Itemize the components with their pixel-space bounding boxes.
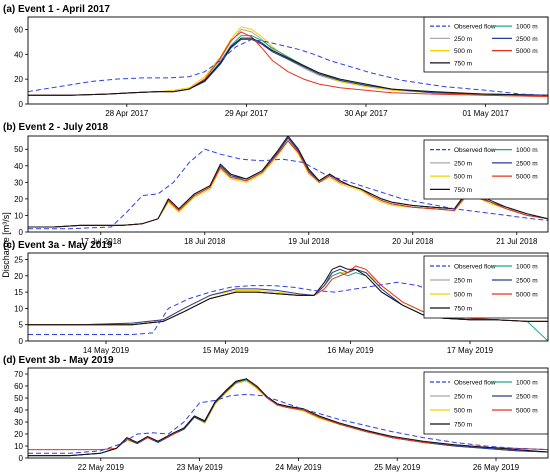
x-tick-label: 19 Jul 2018 (288, 237, 330, 246)
legend: Observed flow 250 m 500 m 750 m 1000 m 2500 m… (423, 371, 549, 435)
y-tick-label: 10 (14, 442, 23, 451)
series-line-750m (28, 378, 548, 457)
legend-label: 500 m (454, 48, 472, 55)
panel-title: (a) Event 1 - April 2017 (3, 4, 110, 15)
y-tick-label: 0 (19, 454, 24, 463)
plot-frame (27, 252, 549, 342)
y-tick-label: 0 (19, 228, 24, 237)
legend-label: 500 m (454, 174, 472, 181)
legend-label: 750 m (454, 422, 472, 429)
x-tick-label: 24 May 2019 (275, 463, 322, 472)
legend-label: 750 m (454, 187, 472, 194)
plot-frame (27, 16, 549, 105)
series-group (28, 378, 548, 457)
y-tick-label: 50 (14, 394, 23, 403)
y-tick-label: 70 (14, 370, 23, 379)
panel-title: (b) Event 2 - July 2018 (3, 122, 108, 133)
x-tick-label: 23 May 2019 (176, 463, 223, 472)
x-tick-label: 20 Jul 2018 (392, 237, 434, 246)
series-line-observed (28, 393, 548, 454)
legend-label: Observed flow (454, 147, 496, 154)
legend-label: 2500 m (516, 394, 538, 401)
y-tick-label: 60 (14, 382, 23, 391)
series-group (28, 26, 548, 97)
y-tick-label: 30 (14, 178, 23, 187)
y-tick-label: 40 (14, 406, 23, 415)
legend-label: 500 m (454, 408, 472, 415)
legend-label: 5000 m (516, 408, 538, 415)
panel-title: (c) Event 3a - May 2019 (3, 240, 113, 251)
panel-2: (b) Event 2 - July 2018 0 10 20 30 40 50 17 Jul… (3, 122, 549, 246)
y-tick-label: 20 (14, 430, 23, 439)
legend-label: 1000 m (516, 147, 538, 154)
x-tick-label: 01 May 2017 (462, 109, 509, 118)
x-tick-label: 18 Jul 2018 (184, 237, 226, 246)
y-tick-label: 0 (19, 100, 24, 109)
x-tick-label: 25 May 2019 (374, 463, 421, 472)
x-tick-label: 22 May 2019 (78, 463, 125, 472)
legend-label: 250 m (454, 278, 472, 285)
y-tick-label: 15 (14, 288, 23, 297)
x-tick-label: 17 May 2019 (447, 346, 494, 355)
legend-label: Observed flow (454, 264, 496, 271)
legend-label: 2500 m (516, 36, 538, 43)
x-tick-label: 30 Apr 2017 (344, 109, 388, 118)
legend-label: 1000 m (516, 264, 538, 271)
x-tick-label: 15 May 2019 (202, 346, 249, 355)
legend-label: 250 m (454, 394, 472, 401)
legend-label: Observed flow (454, 380, 496, 387)
plot-frame (27, 367, 549, 459)
y-tick-label: 20 (14, 195, 23, 204)
legend-label: 750 m (454, 306, 472, 313)
series-line-5000m (28, 140, 548, 228)
x-tick-label: 28 Apr 2017 (105, 109, 149, 118)
x-tick-label: 21 Jul 2018 (496, 237, 538, 246)
legend: Observed flow 250 m 500 m 750 m 1000 m 2500 m… (423, 139, 549, 200)
y-tick-label: 10 (14, 304, 23, 313)
legend-label: 750 m (454, 60, 472, 67)
panel-1: (a) Event 1 - April 2017 0 20 40 60 28 Apr 20… (3, 4, 549, 118)
series-line-750m (28, 136, 548, 228)
y-tick-label: 25 (14, 256, 23, 265)
legend-label: 5000 m (516, 174, 538, 181)
y-tick-label: 10 (14, 211, 23, 220)
series-group (28, 136, 548, 230)
legend-label: 1000 m (516, 24, 538, 31)
panel-4: (d) Event 3b - May 2019 0 10 20 30 40 50 60 70 22… (3, 355, 549, 472)
legend-label: 2500 m (516, 160, 538, 167)
x-tick-label: 16 May 2019 (327, 346, 374, 355)
series-line-observed (28, 38, 548, 96)
y-tick-label: 20 (14, 75, 23, 84)
legend-label: 1000 m (516, 380, 538, 387)
y-axis-label: Discharge [m³/s] (1, 212, 11, 278)
legend: Observed flow 250 m 500 m 750 m 1000 m 2500 m… (423, 16, 549, 73)
series-line-750m (28, 37, 548, 96)
y-tick-label: 60 (14, 25, 23, 34)
plot-frame (27, 135, 549, 233)
legend-label: 250 m (454, 36, 472, 43)
legend-label: 2500 m (516, 278, 538, 285)
y-tick-label: 0 (19, 337, 24, 346)
y-tick-label: 20 (14, 272, 23, 281)
y-tick-label: 50 (14, 145, 23, 154)
legend-label: 500 m (454, 292, 472, 299)
legend-label: 5000 m (516, 292, 538, 299)
y-tick-label: 5 (19, 321, 24, 330)
x-tick-label: 14 May 2019 (83, 346, 130, 355)
legend-label: Observed flow (454, 24, 496, 31)
y-tick-label: 30 (14, 418, 23, 427)
series-line-observed (28, 148, 548, 230)
panel-title: (d) Event 3b - May 2019 (3, 355, 114, 366)
legend-label: 5000 m (516, 48, 538, 55)
panel-3: (c) Event 3a - May 2019 0 5 10 15 20 25 14 May … (3, 240, 549, 355)
y-tick-label: 40 (14, 50, 23, 59)
legend-label: 250 m (454, 160, 472, 167)
x-tick-label: 29 Apr 2017 (225, 109, 269, 118)
x-tick-label: 26 May 2019 (473, 463, 520, 472)
y-tick-label: 40 (14, 162, 23, 171)
x-tick-label: 17 Jul 2018 (80, 237, 122, 246)
legend: Observed flow 250 m 500 m 750 m 1000 m 2500 m… (423, 255, 549, 319)
